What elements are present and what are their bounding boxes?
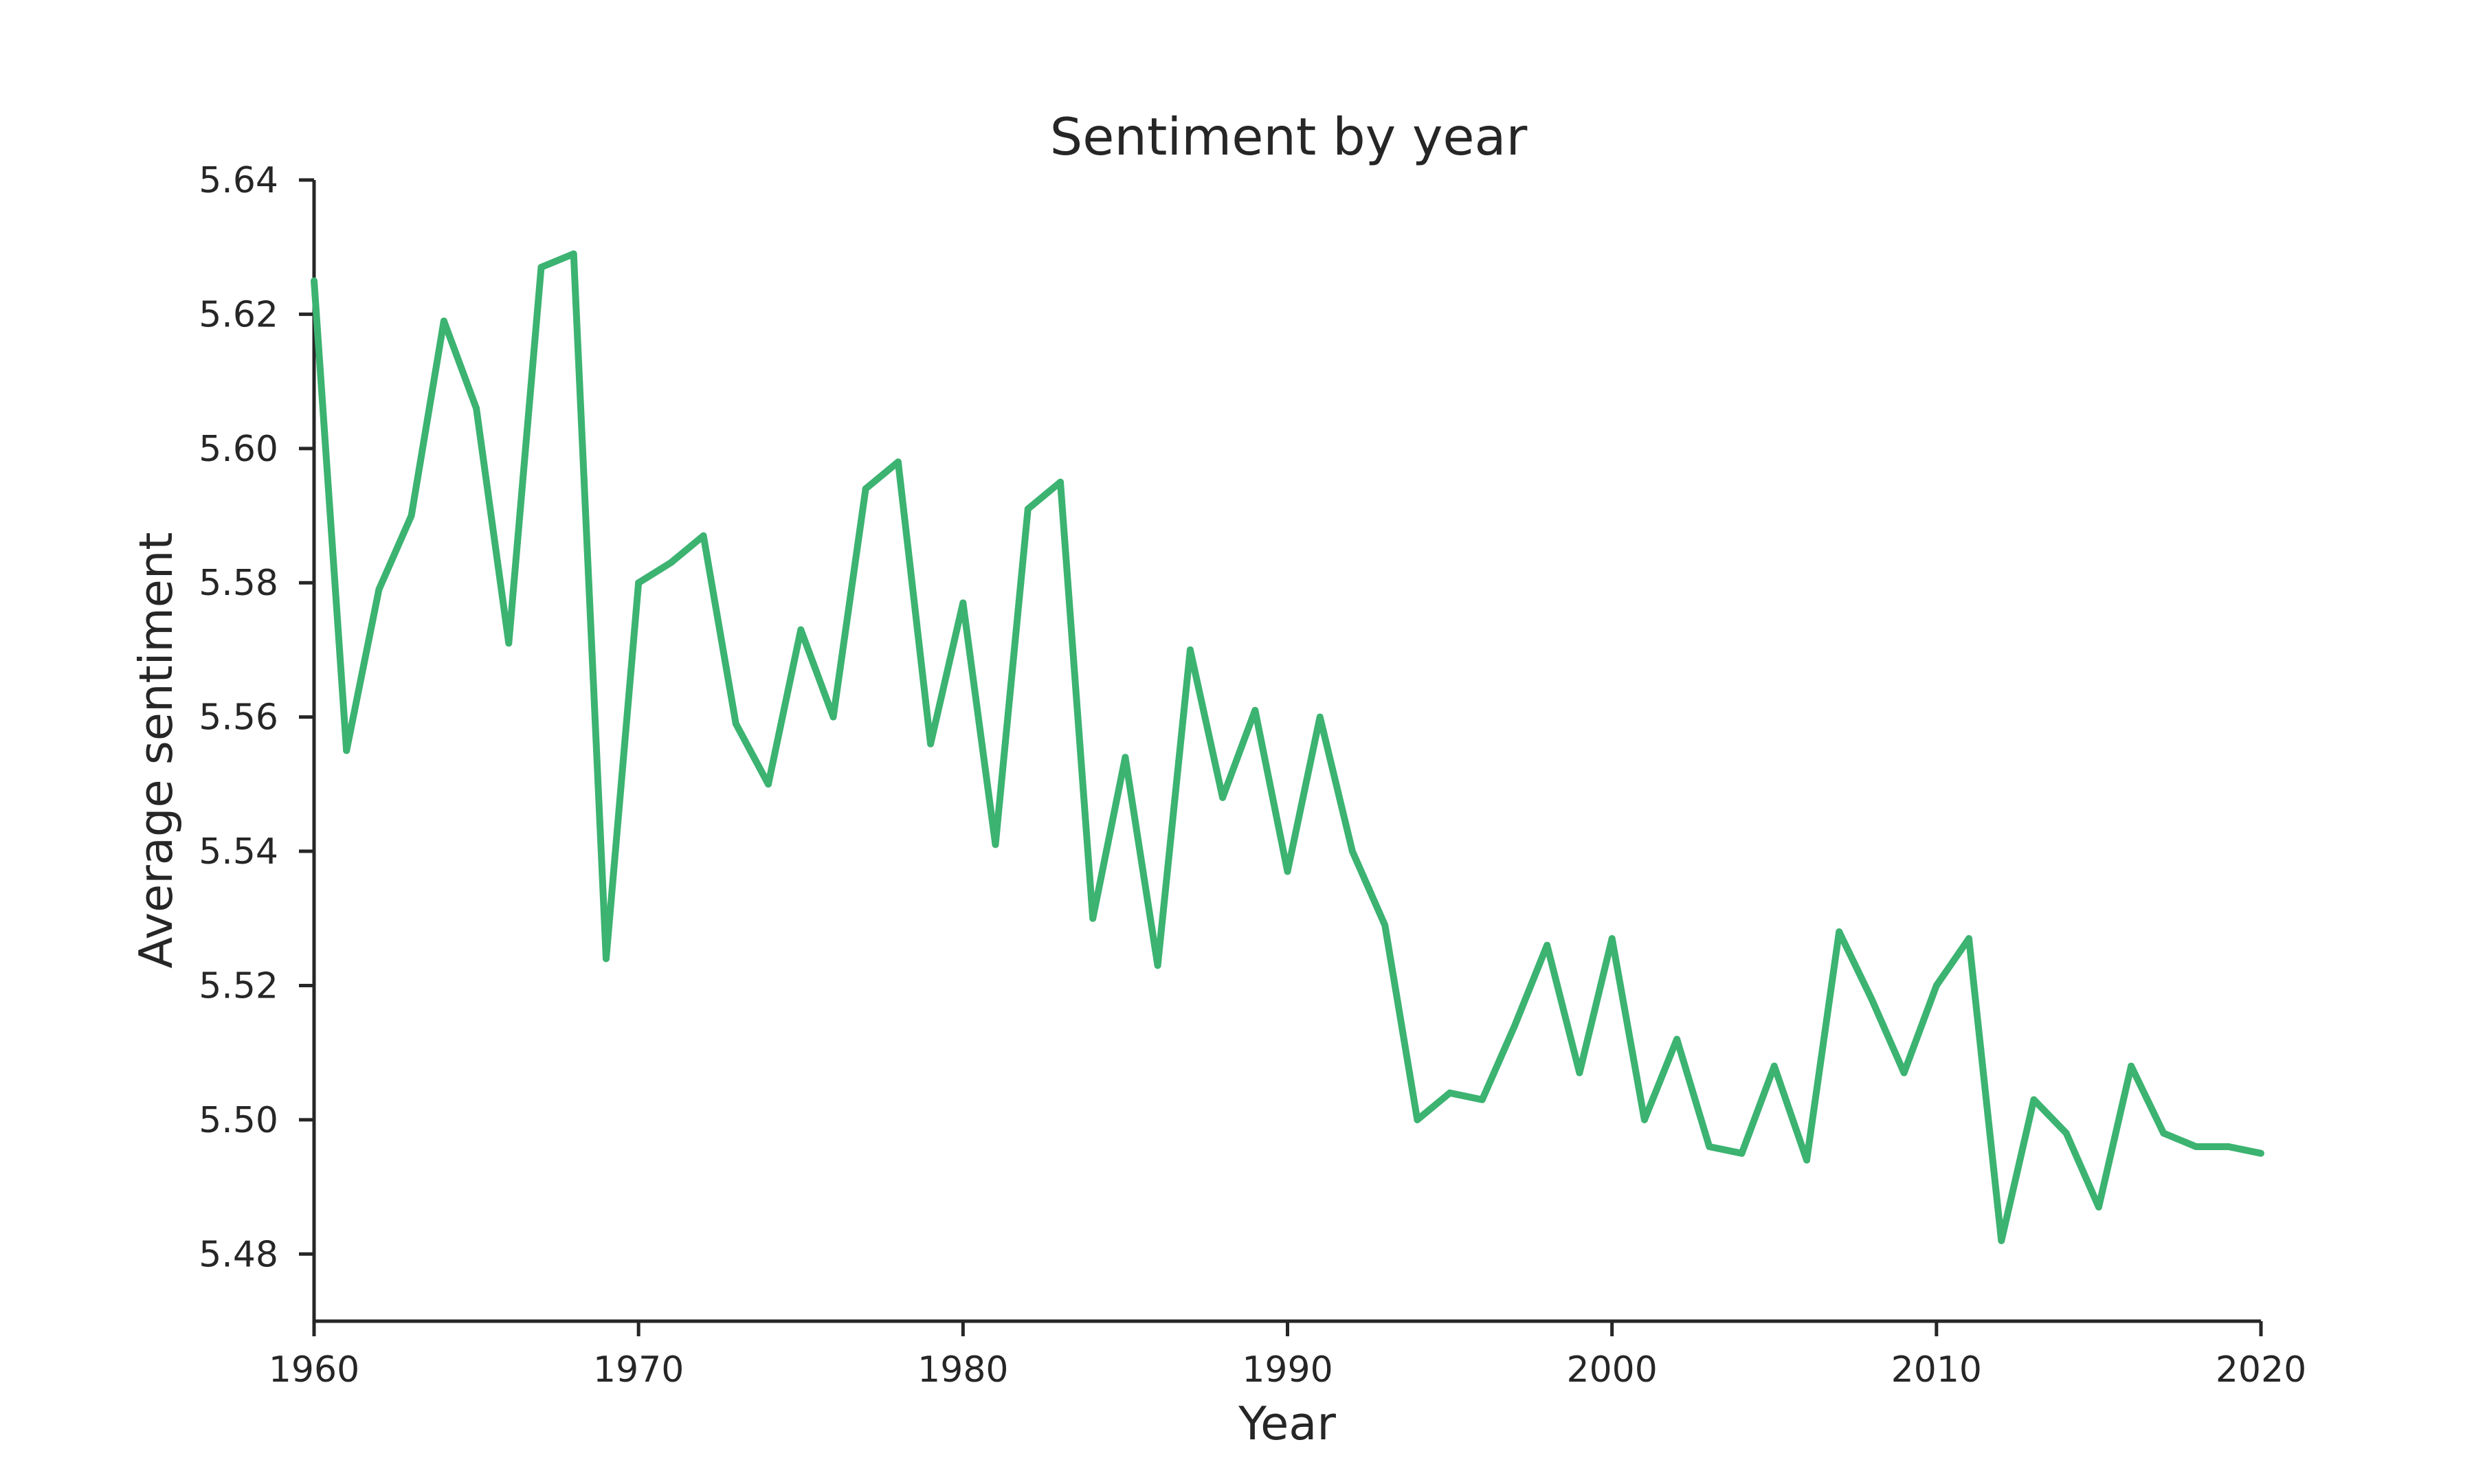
data-point xyxy=(959,599,967,607)
x-tick-label: 1990 xyxy=(1242,1349,1333,1391)
x-tick-label: 1970 xyxy=(593,1349,684,1391)
data-point xyxy=(2095,1203,2102,1211)
data-point xyxy=(1414,1116,1421,1123)
data-point xyxy=(505,640,513,647)
y-tick-label: 5.58 xyxy=(199,563,278,604)
data-point xyxy=(2128,1062,2135,1070)
data-point xyxy=(1186,646,1194,653)
x-axis-label: Year xyxy=(1238,1397,1336,1450)
data-point xyxy=(311,277,317,284)
data-point xyxy=(1738,1149,1746,1157)
data-point xyxy=(635,579,643,587)
series-layer xyxy=(311,250,2264,1244)
data-point xyxy=(797,626,805,633)
data-point xyxy=(1608,935,1616,943)
x-tick-label: 1980 xyxy=(917,1349,1008,1391)
y-axis-label: Average sentiment xyxy=(129,532,183,968)
y-axis-ticks: 5.48 5.50 5.52 5.54 5.56 5.58 5.60 5.62 5.64 xyxy=(199,160,314,1275)
data-point xyxy=(1673,1035,1681,1043)
data-point xyxy=(440,317,447,325)
data-point xyxy=(1511,1022,1518,1030)
data-point xyxy=(732,720,739,728)
data-point xyxy=(667,559,675,566)
data-point xyxy=(1024,505,1032,513)
data-point xyxy=(1932,982,1940,989)
data-point xyxy=(1284,868,1291,875)
data-point xyxy=(894,458,902,466)
data-point xyxy=(1998,1237,2005,1244)
data-point xyxy=(765,780,772,788)
data-point xyxy=(2030,1096,2038,1103)
y-tick-label: 5.56 xyxy=(199,697,278,739)
x-tick-label: 1960 xyxy=(269,1349,359,1391)
data-point xyxy=(1251,706,1259,714)
data-point xyxy=(2225,1143,2232,1150)
data-point xyxy=(2192,1143,2200,1150)
data-point xyxy=(1706,1143,1713,1150)
data-point xyxy=(700,532,707,539)
data-point xyxy=(1219,794,1227,801)
y-tick-label: 5.64 xyxy=(199,160,278,201)
data-point xyxy=(1089,914,1097,922)
data-point xyxy=(1803,1156,1810,1164)
x-tick-label: 2000 xyxy=(1566,1349,1657,1391)
y-tick-label: 5.60 xyxy=(199,429,278,470)
data-point xyxy=(1576,1069,1583,1077)
data-point xyxy=(2062,1129,2070,1137)
data-point xyxy=(1154,962,1161,969)
data-point xyxy=(1770,1062,1778,1070)
data-point xyxy=(537,264,545,271)
data-point xyxy=(343,747,350,754)
data-point xyxy=(1316,713,1324,721)
chart-title: Sentiment by year xyxy=(1050,106,1528,167)
data-point xyxy=(570,250,577,258)
data-point xyxy=(1122,754,1129,761)
data-point xyxy=(2258,1149,2264,1157)
y-tick-label: 5.54 xyxy=(199,831,278,873)
data-point xyxy=(1478,1096,1486,1103)
data-point xyxy=(829,713,837,721)
data-point xyxy=(375,586,383,593)
data-point xyxy=(2160,1129,2167,1137)
data-point xyxy=(1348,848,1356,855)
data-point xyxy=(1868,996,1875,1002)
data-point xyxy=(1965,935,1972,943)
data-point xyxy=(992,841,999,848)
x-tick-label: 2010 xyxy=(1891,1349,1982,1391)
y-tick-label: 5.50 xyxy=(199,1100,278,1141)
x-tick-label: 2020 xyxy=(2216,1349,2306,1391)
y-tick-label: 5.52 xyxy=(199,965,278,1007)
data-point xyxy=(1640,1116,1648,1123)
y-tick-label: 5.48 xyxy=(199,1234,278,1275)
data-point xyxy=(1381,921,1389,929)
y-tick-label: 5.62 xyxy=(199,294,278,335)
data-point xyxy=(1900,1069,1908,1077)
data-point xyxy=(1544,941,1551,949)
data-point xyxy=(862,485,869,493)
data-point xyxy=(927,740,935,747)
x-axis-ticks: 1960 1970 1980 1990 2000 2010 2020 xyxy=(269,1321,2306,1391)
data-point xyxy=(603,955,610,963)
data-point xyxy=(408,512,415,519)
data-point xyxy=(1057,478,1064,486)
data-point xyxy=(473,405,480,412)
data-point xyxy=(1446,1089,1453,1097)
data-point xyxy=(1836,928,1843,936)
